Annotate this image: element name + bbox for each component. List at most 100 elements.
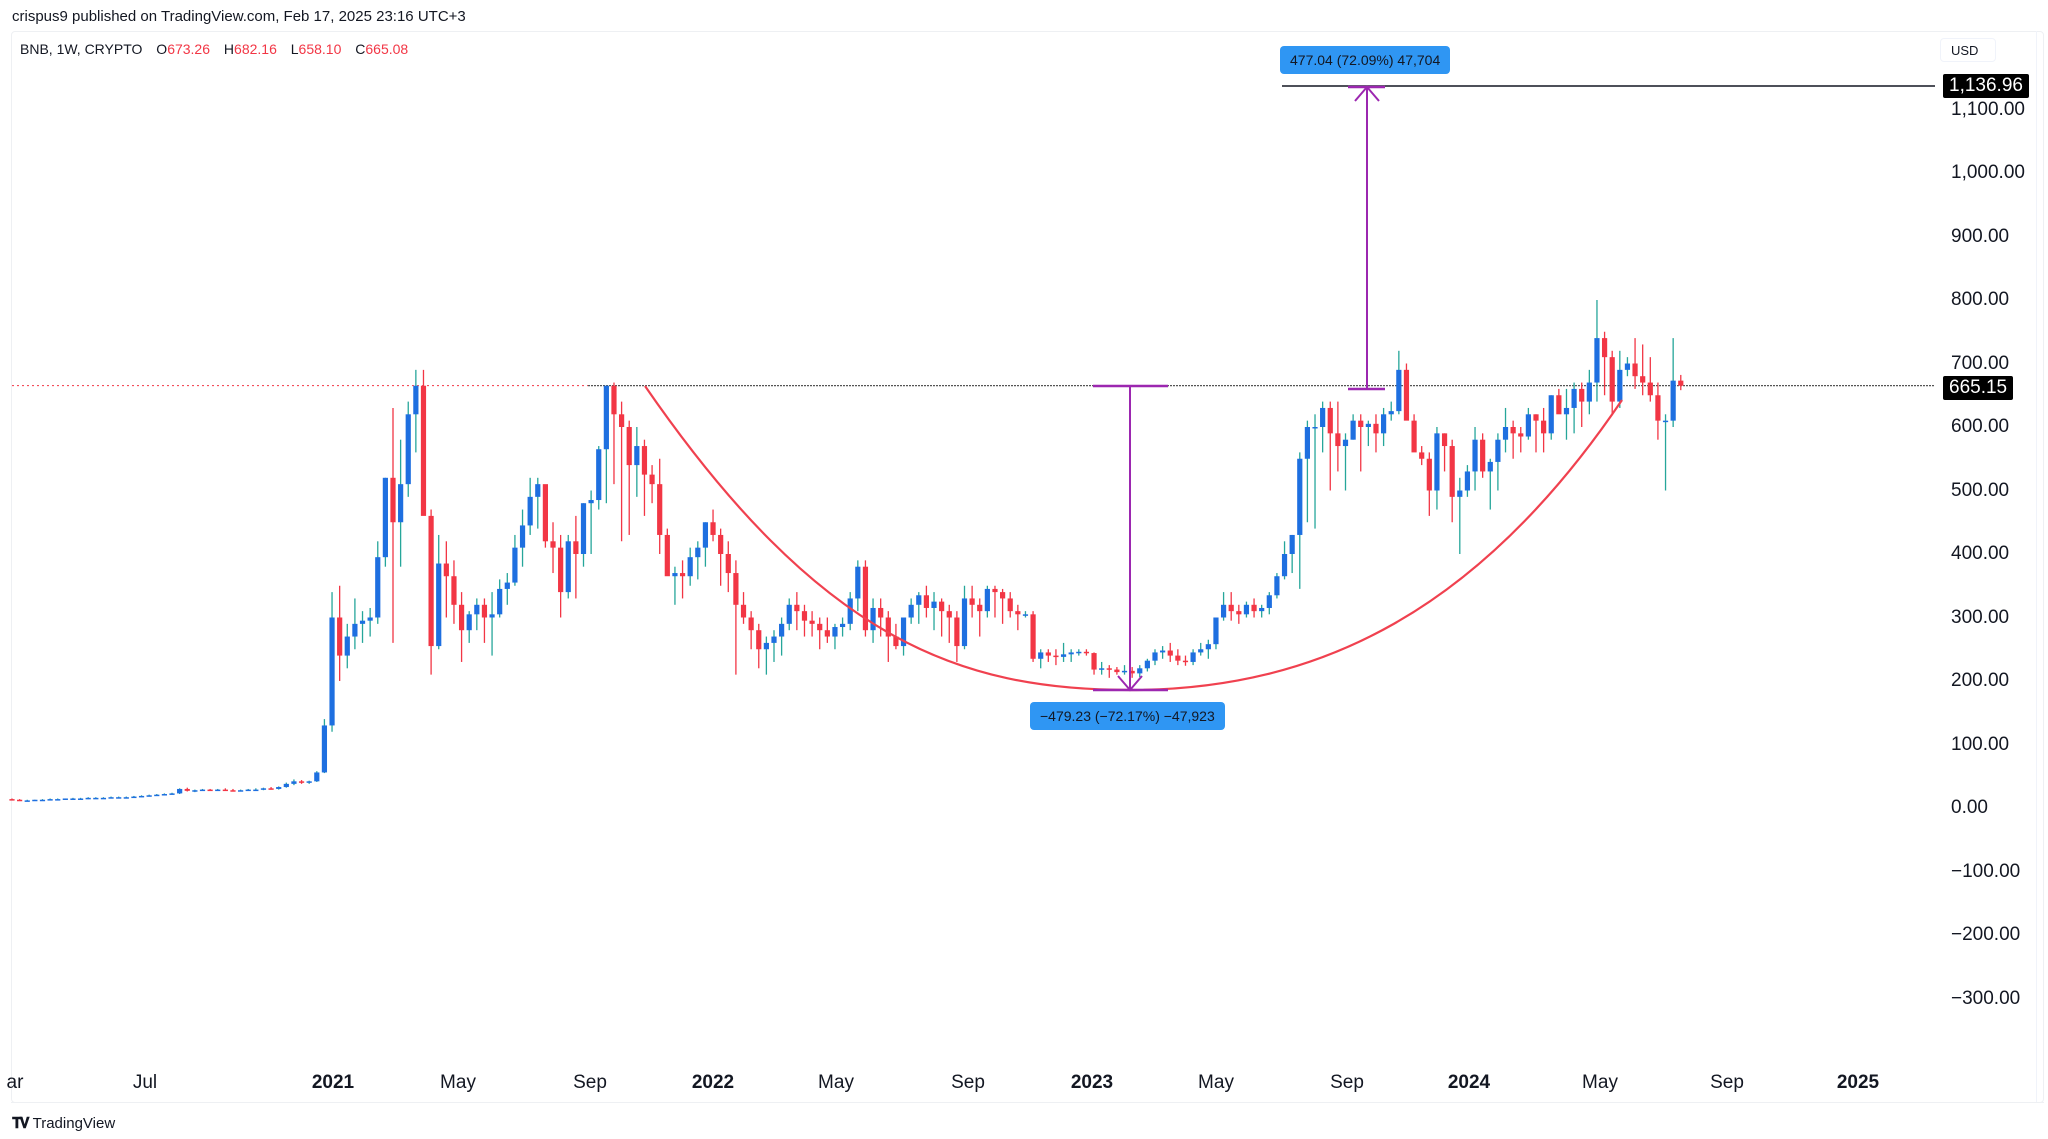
candle-body (1274, 576, 1280, 596)
candle-body (1342, 439, 1349, 447)
candle-body (702, 522, 709, 548)
candle-body (1022, 614, 1029, 616)
candle-body (1137, 668, 1143, 674)
candle-body (847, 598, 853, 624)
price-tick-label: 500.00 (1951, 479, 2010, 501)
candle-body (17, 799, 23, 802)
time-tick-label: Sep (573, 1072, 607, 1093)
candle-body (489, 614, 495, 618)
candle-body (1403, 369, 1410, 421)
candle-body (1007, 598, 1013, 612)
price-tick-label: 0.00 (1951, 797, 1988, 818)
candle-body (1358, 420, 1364, 427)
candle-body (1289, 534, 1295, 554)
candle-body (1312, 427, 1318, 429)
candle-body (1076, 651, 1082, 654)
candle-body (138, 795, 145, 798)
candle-body (352, 623, 358, 637)
candle-body (535, 484, 541, 497)
candle-body (862, 566, 869, 631)
open-value: 673.26 (167, 41, 211, 57)
candle-body (1396, 369, 1402, 412)
candle-body (1502, 427, 1509, 440)
candle-body (1655, 395, 1661, 421)
candle-body (1335, 433, 1341, 447)
candle-body (634, 446, 640, 466)
candle-body (664, 534, 670, 577)
time-tick-label: Sep (951, 1072, 985, 1093)
tradingview-brand[interactable]: 𝐓𝐕 TradingView (12, 1115, 115, 1132)
candle-body (1647, 382, 1653, 396)
candle-body (314, 772, 320, 782)
currency-button[interactable]: USD (1940, 38, 1996, 62)
candle-body (329, 617, 335, 726)
time-tick-label: 2022 (691, 1072, 735, 1093)
price-tick-label: 700.00 (1951, 352, 2010, 374)
time-tick-label: Jul (132, 1072, 158, 1093)
candle-body (740, 604, 747, 618)
time-tick-label: May (818, 1072, 854, 1093)
candle-body (1304, 427, 1310, 459)
brand-name: TradingView (32, 1115, 116, 1132)
candle-body (733, 573, 739, 605)
time-tick-label: May (440, 1072, 476, 1093)
low-label: L (290, 41, 299, 57)
candle-body (1495, 439, 1501, 462)
price-tick-label: 800.00 (1951, 289, 2010, 310)
candle-body (405, 414, 411, 485)
candle-body (1441, 433, 1448, 447)
candle-body (207, 789, 213, 792)
candle-body (1510, 427, 1516, 434)
candle-body (977, 604, 983, 612)
time-tick-label: ar (6, 1072, 24, 1093)
candle-body (596, 449, 602, 501)
candle-body (413, 385, 419, 415)
candle-body (603, 385, 609, 450)
candle-body (1213, 617, 1219, 645)
candle-body (527, 496, 533, 526)
candle-body (420, 385, 427, 516)
publisher-line: crispus9 published on TradingView.com, F… (12, 8, 466, 25)
candle-body (1038, 652, 1044, 659)
candle-body (695, 547, 701, 558)
candle-body (1472, 439, 1478, 472)
candle-body (1236, 611, 1242, 615)
candle-body (1548, 395, 1554, 434)
candle-body (451, 576, 457, 605)
candle-body (565, 541, 571, 593)
candle-body (550, 541, 556, 548)
candle-body (1632, 363, 1638, 377)
candle-body (1426, 458, 1432, 491)
candle-body (1541, 420, 1547, 434)
candle-body (1083, 651, 1090, 654)
candle-body (1045, 652, 1051, 656)
candle-body (969, 598, 975, 605)
candle-body (85, 797, 91, 800)
candle-body (1480, 439, 1486, 472)
current-price-label: 665.15 (1943, 376, 2014, 400)
candle-body (504, 582, 510, 589)
candle-body (1563, 407, 1570, 415)
candle-body (1068, 652, 1074, 655)
time-tick-label: Sep (1330, 1072, 1364, 1093)
time-tick-label: Sep (1710, 1072, 1744, 1093)
candle-body (1220, 604, 1227, 618)
candle-body (93, 797, 99, 800)
candle-body (1518, 433, 1524, 437)
candle-body (794, 604, 800, 612)
time-tick-label: May (1198, 1072, 1234, 1093)
candle-body (611, 385, 617, 415)
candle-body (992, 588, 998, 593)
price-tick-label: 200.00 (1951, 670, 2010, 691)
candle-body (1152, 652, 1158, 661)
candle-body (1373, 423, 1379, 434)
candle-body (1525, 414, 1531, 437)
candle-body (1556, 395, 1562, 415)
close-label: C (355, 41, 366, 57)
candle-body (260, 788, 267, 790)
candle-body (1601, 338, 1608, 358)
candle-body (161, 794, 167, 796)
ohlc-legend: BNB, 1W, CRYPTO O673.26 H682.16 L658.10 … (20, 41, 408, 57)
candle-body (626, 427, 632, 466)
